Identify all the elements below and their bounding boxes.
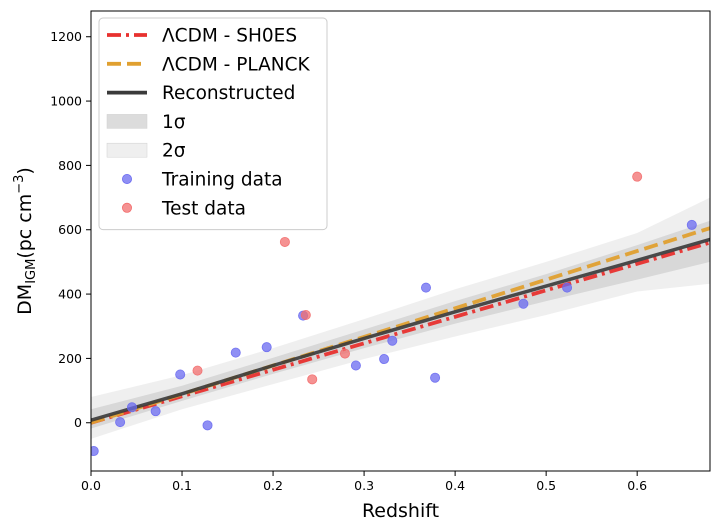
training-data-point	[686, 219, 697, 230]
training-data-point	[350, 360, 361, 371]
legend-label-cdm-sh0es: ΛCDM - SH0ES	[162, 26, 297, 47]
training-data-point	[202, 420, 213, 431]
y-tick-label: 600	[58, 222, 82, 237]
y-tick-label: 1000	[50, 94, 82, 109]
legend-swatch-2-sigma	[106, 142, 148, 158]
y-axis-label: DMIGM(pc cm−3)	[12, 167, 39, 315]
x-axis-ticks: 0.0 0.1 0.2 0.3 0.4 0.5 0.6	[81, 471, 647, 493]
legend-label-cdm-planck: ΛCDM - PLANCK	[162, 54, 311, 75]
test-data-point	[300, 309, 311, 320]
plot-frame	[90, 10, 711, 472]
training-data-point	[175, 369, 186, 380]
training-data-point	[518, 298, 529, 309]
data-points	[91, 171, 697, 457]
legend-label-test-data: Test data	[161, 198, 246, 219]
legend-label-2-sigma: 2σ	[162, 141, 186, 162]
x-tick-label: 0.4	[445, 478, 465, 493]
line-reconstructed	[91, 237, 710, 422]
training-data-point	[387, 335, 398, 346]
legend-marker-training-data	[122, 173, 133, 184]
legend-label-training-data: Training data	[161, 170, 283, 191]
training-data-point	[420, 282, 431, 293]
x-tick-label: 0.3	[354, 478, 374, 493]
training-data-point	[562, 282, 573, 293]
training-data-point	[379, 354, 390, 365]
training-data-point	[126, 402, 137, 413]
confidence-bands	[91, 197, 710, 439]
y-axis-ticks: 0 200 400 600 800 1000 1200	[50, 29, 91, 430]
x-tick-label: 0.6	[627, 478, 647, 493]
legend-marker-test-data	[122, 202, 133, 213]
training-data-point	[91, 446, 99, 457]
x-tick-label: 0.0	[81, 478, 101, 493]
training-data-point	[430, 372, 441, 383]
training-data-point	[261, 342, 272, 353]
training-data-point	[150, 406, 161, 417]
x-tick-label: 0.2	[263, 478, 283, 493]
y-label-subscript: IGM	[24, 259, 39, 284]
training-data-point	[115, 417, 126, 428]
y-tick-label: 400	[58, 287, 82, 302]
test-data-point	[632, 171, 643, 182]
legend: ΛCDM - SH0ES ΛCDM - PLANCK Reconstructed 1σ…	[98, 17, 328, 231]
y-tick-label: 0	[74, 415, 82, 430]
test-data-point	[279, 236, 290, 247]
y-tick-label: 200	[58, 351, 82, 366]
legend-label-1-sigma: 1σ	[162, 112, 186, 133]
x-tick-label: 0.5	[536, 478, 556, 493]
test-data-point	[192, 365, 203, 376]
training-data-point	[230, 347, 241, 358]
y-label-main: DM	[14, 284, 36, 315]
y-label-units: (pc cm	[14, 194, 36, 259]
legend-box	[98, 17, 328, 231]
y-tick-label: 1200	[50, 29, 82, 44]
test-data-point	[307, 374, 318, 385]
legend-label-reconstructed: Reconstructed	[162, 83, 295, 104]
model-lines	[91, 226, 710, 425]
legend-swatch-1-sigma	[106, 114, 148, 129]
test-data-point	[339, 348, 350, 359]
y-label-exponent: −3	[12, 175, 27, 194]
x-tick-label: 0.1	[172, 478, 192, 493]
x-axis-label: Redshift	[362, 500, 439, 522]
y-tick-label: 800	[58, 158, 82, 173]
y-label-close: )	[14, 167, 36, 174]
